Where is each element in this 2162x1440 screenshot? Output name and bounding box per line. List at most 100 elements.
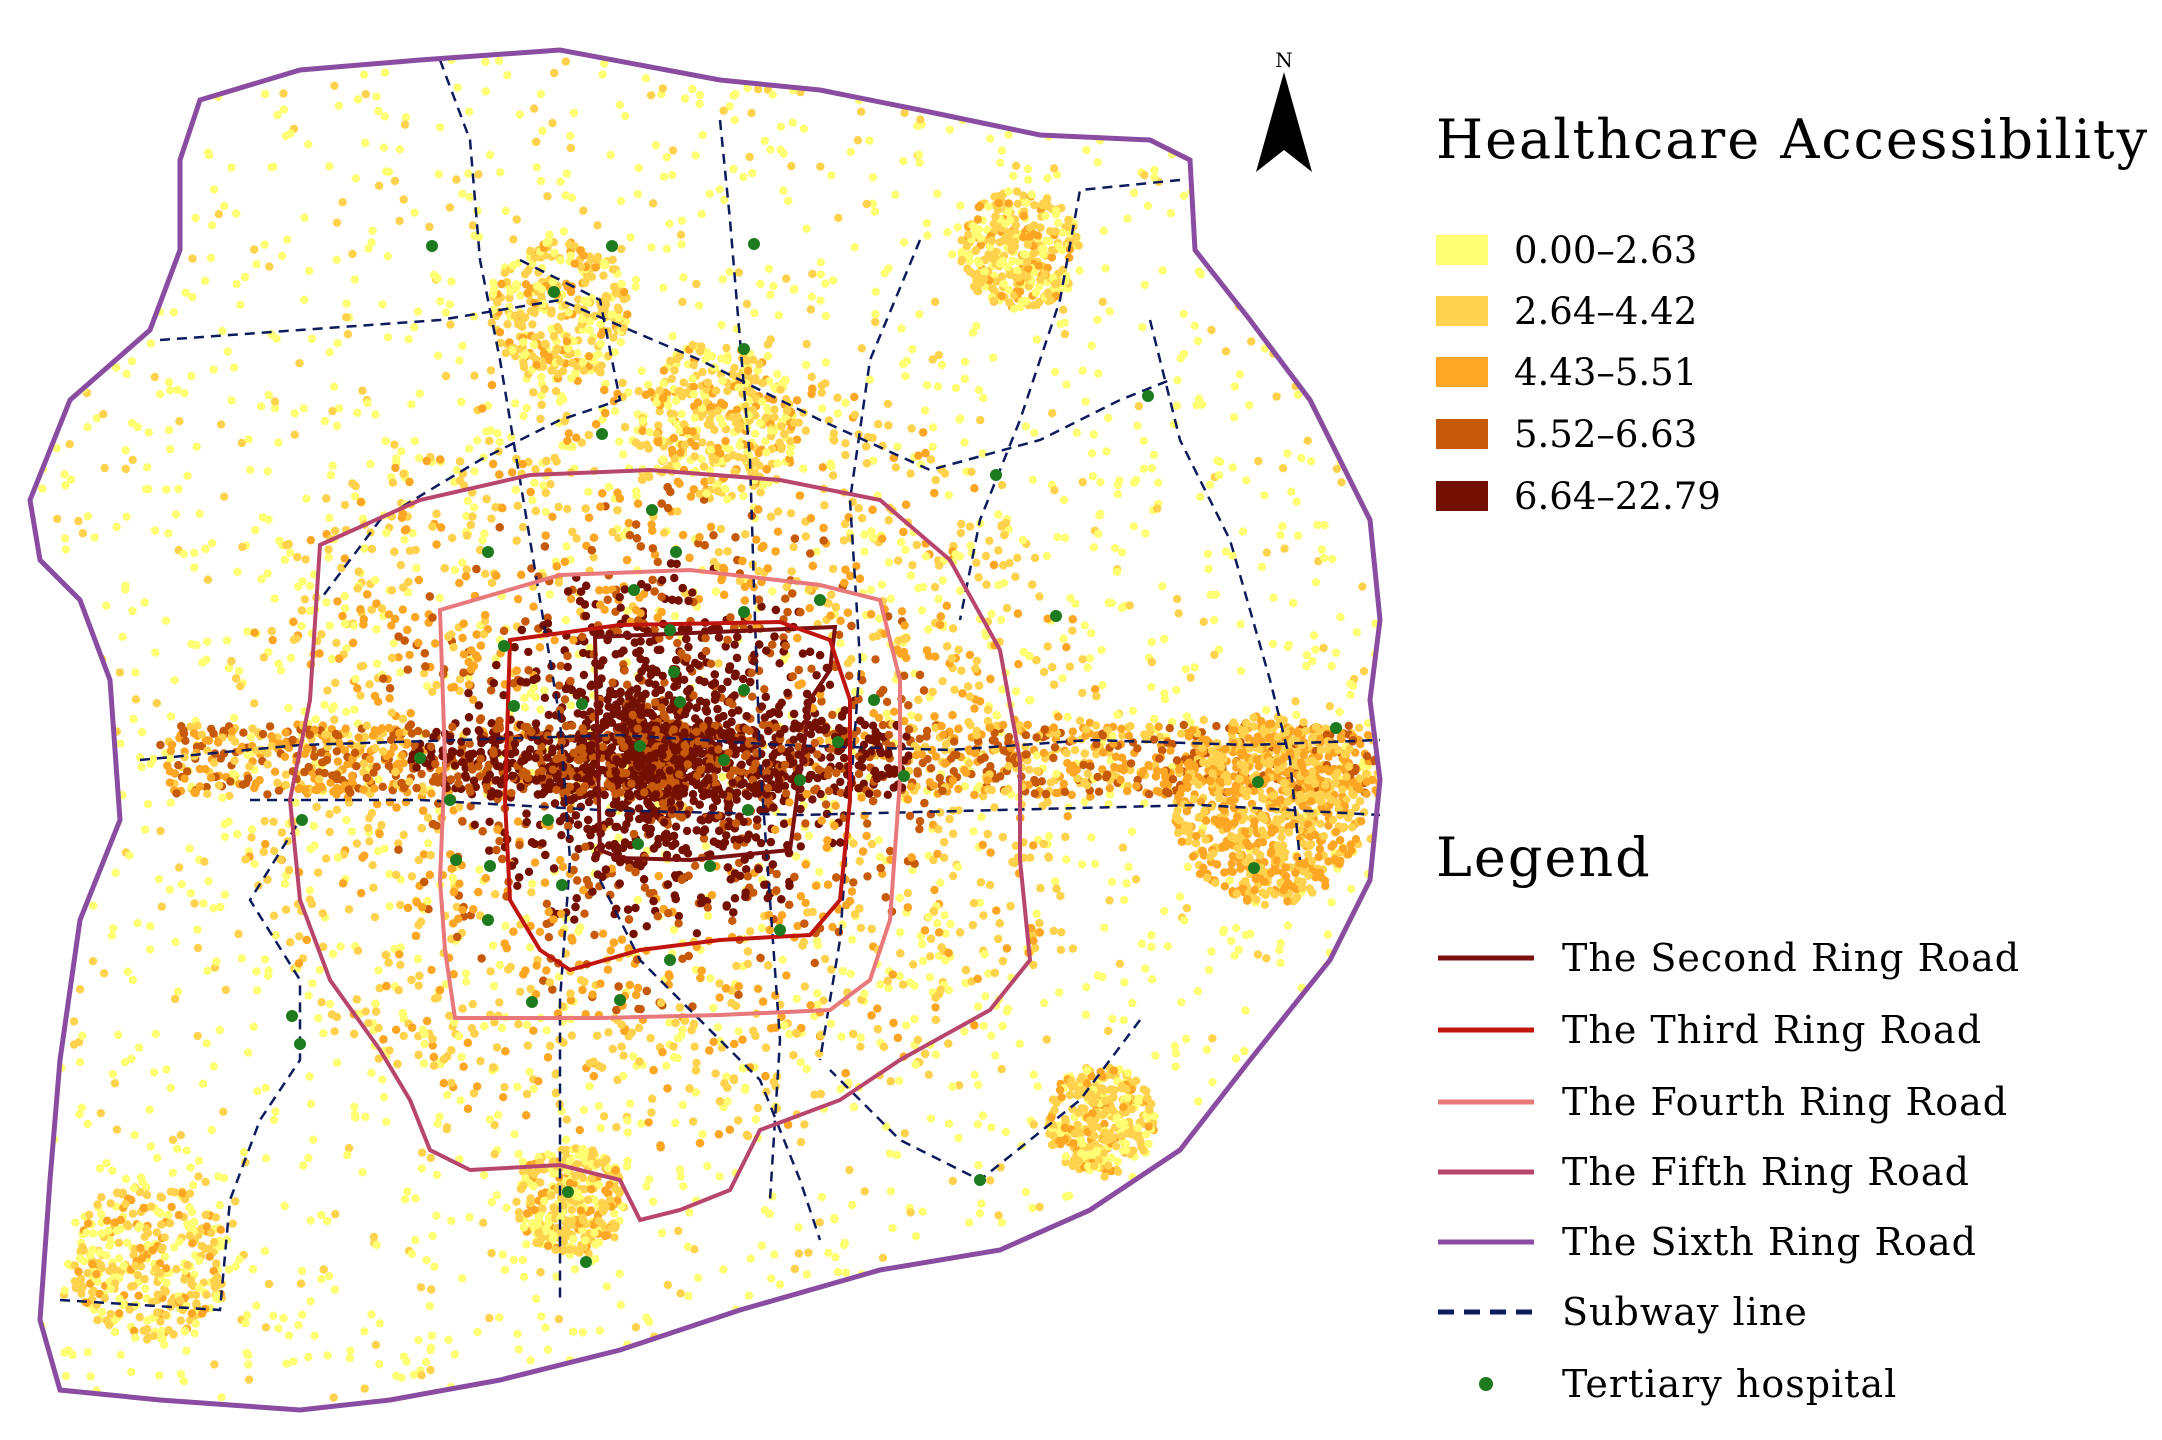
subway-line bbox=[818, 239, 922, 1061]
tertiary-hospital-marker bbox=[832, 736, 844, 748]
tertiary-hospital-marker bbox=[484, 860, 496, 872]
tertiary-hospital-marker bbox=[482, 914, 494, 926]
tertiary-hospital-marker bbox=[580, 1256, 592, 1268]
tertiary-hospitals bbox=[286, 238, 1342, 1268]
tertiary-hospital-marker bbox=[674, 696, 686, 708]
tertiary-hospital-marker bbox=[296, 814, 308, 826]
tertiary-hospital-marker bbox=[526, 996, 538, 1008]
tertiary-hospital-marker bbox=[426, 240, 438, 252]
legend-item-label: The Fourth Ring Road bbox=[1562, 1080, 2009, 1124]
legend-item: Subway line bbox=[1436, 1290, 1808, 1334]
tertiary-hospital-marker bbox=[742, 804, 754, 816]
line-symbol-icon bbox=[1438, 1099, 1534, 1105]
line-symbol-icon bbox=[1438, 1309, 1534, 1315]
tertiary-hospital-marker bbox=[634, 740, 646, 752]
tertiary-hospital-marker bbox=[498, 640, 510, 652]
accessibility-legend-title: Healthcare Accessibility bbox=[1436, 108, 2150, 171]
second-ring-road bbox=[592, 624, 838, 863]
accessibility-dots bbox=[30, 50, 1380, 1410]
tertiary-hospital-marker bbox=[1142, 390, 1154, 402]
tertiary-hospital-marker bbox=[508, 700, 520, 712]
tertiary-hospital-marker bbox=[548, 286, 560, 298]
tertiary-hospital-marker bbox=[444, 794, 456, 806]
accessibility-class-item: 0.00–2.63 bbox=[1436, 228, 1697, 272]
tertiary-hospital-marker bbox=[738, 606, 750, 618]
tertiary-hospital-marker bbox=[614, 994, 626, 1006]
subway-lines bbox=[59, 59, 1381, 1312]
tertiary-hospital-marker bbox=[482, 546, 494, 558]
third-ring-road bbox=[502, 619, 852, 973]
legend-item: The Fourth Ring Road bbox=[1436, 1080, 2008, 1124]
legend-item: The Second Ring Road bbox=[1436, 936, 2020, 980]
legend-item-label: The Second Ring Road bbox=[1562, 936, 2021, 980]
tertiary-hospital-marker bbox=[596, 428, 608, 440]
subway-line bbox=[250, 798, 1381, 817]
tertiary-hospital-marker bbox=[868, 694, 880, 706]
legend-item-label: The Third Ring Road bbox=[1562, 1008, 1983, 1052]
tertiary-hospital-marker bbox=[670, 546, 682, 558]
class-label: 5.52–6.63 bbox=[1514, 412, 1698, 456]
subway-line bbox=[159, 298, 1171, 472]
line-symbol-icon bbox=[1438, 1169, 1534, 1175]
accessibility-class-item: 4.43–5.51 bbox=[1436, 350, 1697, 394]
north-label: N bbox=[1275, 48, 1293, 72]
class-label: 0.00–2.63 bbox=[1514, 228, 1698, 272]
fifth-ring-road bbox=[287, 467, 1033, 1223]
tertiary-hospital-marker bbox=[450, 854, 462, 866]
tertiary-hospital-marker bbox=[1050, 610, 1062, 622]
line-symbol-icon bbox=[1438, 1239, 1534, 1245]
legend-item: The Fifth Ring Road bbox=[1436, 1150, 1970, 1194]
subway-line bbox=[59, 819, 302, 1312]
tertiary-hospital-marker bbox=[1252, 776, 1264, 788]
tertiary-hospital-marker bbox=[1248, 862, 1260, 874]
tertiary-hospital-marker bbox=[606, 240, 618, 252]
subway-line bbox=[598, 879, 822, 1241]
class-label: 2.64–4.42 bbox=[1514, 289, 1698, 333]
tertiary-hospital-marker bbox=[1330, 722, 1342, 734]
hospital-dot-icon bbox=[1479, 1377, 1493, 1391]
tertiary-hospital-marker bbox=[294, 1038, 306, 1050]
tertiary-hospital-marker bbox=[286, 1010, 298, 1022]
tertiary-hospital-marker bbox=[774, 924, 786, 936]
class-swatch bbox=[1436, 481, 1488, 511]
sixth-ring-road bbox=[27, 47, 1383, 1413]
tertiary-hospital-marker bbox=[990, 469, 1002, 481]
tertiary-hospital-marker bbox=[632, 838, 644, 850]
tertiary-hospital-marker bbox=[542, 814, 554, 826]
north-arrow-icon bbox=[1256, 72, 1312, 172]
accessibility-class-item: 6.64–22.79 bbox=[1436, 474, 1721, 518]
tertiary-hospital-marker bbox=[718, 754, 730, 766]
tertiary-hospital-marker bbox=[562, 1186, 574, 1198]
legend-item-label: The Fifth Ring Road bbox=[1562, 1150, 1970, 1194]
tertiary-hospital-marker bbox=[898, 770, 910, 782]
tertiary-hospital-marker bbox=[814, 594, 826, 606]
subway-line bbox=[1148, 319, 1302, 861]
tertiary-hospital-marker bbox=[794, 774, 806, 786]
class-label: 6.64–22.79 bbox=[1514, 474, 1721, 518]
legend-item-label: The Sixth Ring Road bbox=[1562, 1220, 1977, 1264]
subway-line bbox=[718, 119, 782, 1201]
tertiary-hospital-marker bbox=[576, 698, 588, 710]
tertiary-hospital-marker bbox=[646, 504, 658, 516]
tertiary-hospital-marker bbox=[668, 666, 680, 678]
class-swatch bbox=[1436, 235, 1488, 265]
tertiary-hospital-marker bbox=[664, 624, 676, 636]
tertiary-hospital-marker bbox=[664, 954, 676, 966]
class-swatch bbox=[1436, 357, 1488, 387]
tertiary-hospital-marker bbox=[628, 584, 640, 596]
tertiary-hospital-marker bbox=[738, 684, 750, 696]
accessibility-class-item: 2.64–4.42 bbox=[1436, 289, 1697, 333]
line-symbol-icon bbox=[1438, 955, 1534, 961]
tertiary-hospital-marker bbox=[414, 752, 426, 764]
subway-line bbox=[438, 59, 572, 1300]
tertiary-hospital-marker bbox=[748, 238, 760, 250]
legend-item-label: Tertiary hospital bbox=[1562, 1362, 1898, 1406]
legend-item: The Third Ring Road bbox=[1436, 1008, 1982, 1052]
legend-title: Legend bbox=[1436, 826, 1652, 889]
accessibility-map bbox=[27, 47, 1383, 1413]
accessibility-class-item: 5.52–6.63 bbox=[1436, 412, 1697, 456]
fourth-ring-road bbox=[437, 567, 902, 1020]
class-swatch bbox=[1436, 419, 1488, 449]
tertiary-hospital-marker bbox=[704, 860, 716, 872]
north-arrow: N bbox=[1254, 48, 1314, 176]
